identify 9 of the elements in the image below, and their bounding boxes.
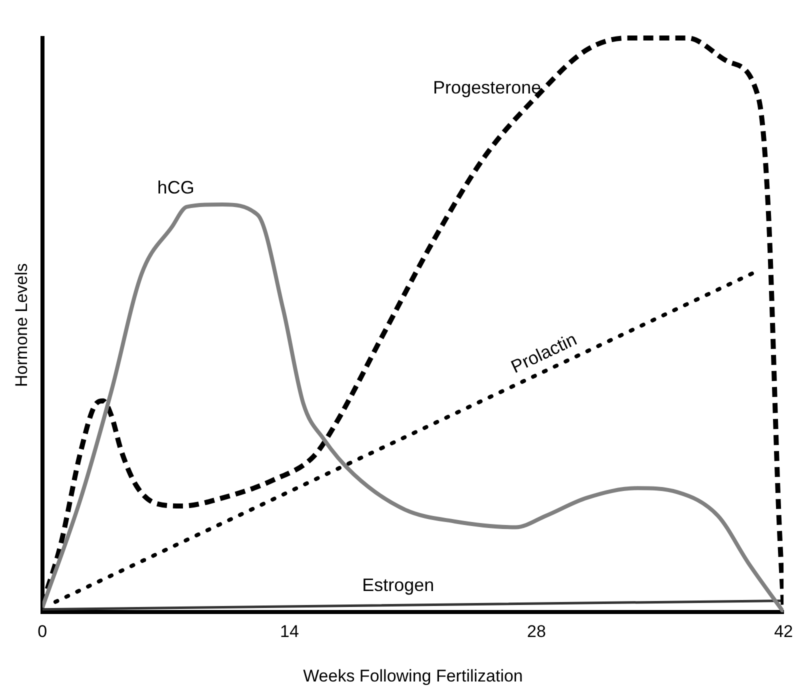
x-axis-title: Weeks Following Fertilization — [303, 666, 523, 686]
x-tick-label: 42 — [774, 622, 794, 642]
x-tick-label: 14 — [280, 622, 299, 642]
y-axis-title: Hormone Levels — [12, 263, 31, 387]
series-label: Estrogen — [362, 575, 434, 596]
series-label: hCG — [157, 178, 194, 198]
series-label: Progesterone — [433, 78, 542, 98]
x-tick-label: 28 — [527, 622, 546, 642]
x-tick-label: 0 — [38, 622, 48, 642]
